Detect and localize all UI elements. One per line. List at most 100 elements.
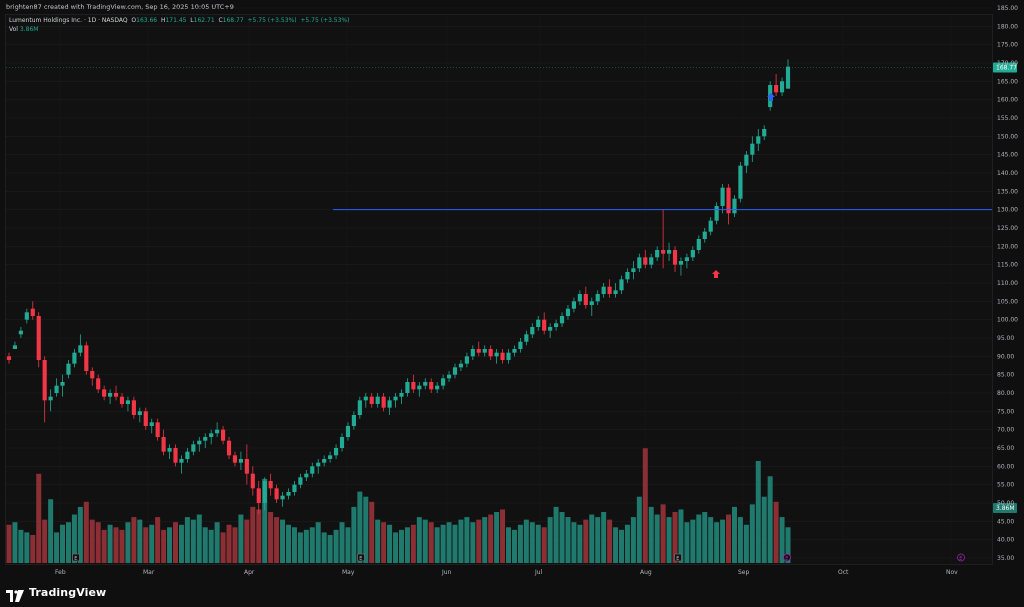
candle-body xyxy=(18,330,23,335)
volume-bar xyxy=(720,519,726,563)
candle-body xyxy=(351,415,356,426)
candle-body xyxy=(369,396,374,404)
candle-body xyxy=(411,382,416,390)
candle-body xyxy=(429,382,434,390)
symbol-name: Lumentum Holdings Inc. · 1D · NASDAQ xyxy=(9,17,128,24)
volume-bar xyxy=(654,514,660,563)
candle-body xyxy=(714,206,719,221)
candle-body xyxy=(678,261,684,265)
close-value: 168.77 xyxy=(222,17,244,24)
tradingview-logo[interactable]: TradingView xyxy=(6,586,107,602)
candle-body xyxy=(357,400,362,415)
price-tick-label: 115.00 xyxy=(997,262,1018,269)
volume-bar xyxy=(393,532,399,563)
candle-body xyxy=(345,426,351,437)
candle-body xyxy=(36,316,41,360)
candle-body xyxy=(619,279,624,291)
volume-bar xyxy=(785,527,791,563)
candle-body xyxy=(518,341,523,349)
volume-bar xyxy=(565,517,571,563)
last-price-label: 168.77 xyxy=(996,65,1017,72)
chart-pane[interactable] xyxy=(5,14,993,565)
up-arrow-icon xyxy=(712,270,720,278)
candle-body xyxy=(310,466,315,474)
candle-body xyxy=(72,352,77,364)
candle-body xyxy=(48,396,53,401)
volume-bar xyxy=(755,461,761,563)
candle-body xyxy=(661,250,666,254)
change-value-2: +5.75 (+3.53%) xyxy=(300,17,350,24)
event-marker-icon xyxy=(72,553,80,562)
candle-body xyxy=(197,440,202,445)
candle-body xyxy=(113,393,119,397)
candle-body xyxy=(232,455,238,463)
volume-bar xyxy=(48,499,54,563)
candle-body xyxy=(179,459,184,463)
price-tick-label: 130.00 xyxy=(997,207,1018,214)
volume-bar xyxy=(167,527,173,563)
volume-bar xyxy=(482,517,488,563)
open-value: 163.66 xyxy=(136,17,158,24)
volume-bar xyxy=(541,527,547,563)
volume-bar xyxy=(642,448,648,563)
candle-body xyxy=(738,165,743,199)
price-tick-label: 75.00 xyxy=(997,408,1014,415)
candles xyxy=(6,59,791,514)
candle-body xyxy=(435,385,440,390)
volume-bar xyxy=(77,506,83,563)
volume-bar xyxy=(149,524,155,563)
low-value: 162.71 xyxy=(193,17,215,24)
candle-body xyxy=(785,66,791,89)
candle-body xyxy=(530,327,535,335)
price-tick-label: 40.00 xyxy=(997,537,1014,544)
price-tick-label: 170.00 xyxy=(997,60,1018,67)
volume-bar xyxy=(767,476,773,563)
volume-legend: Vol 3.86M xyxy=(9,26,38,33)
volume-bar xyxy=(678,509,684,563)
candle-body xyxy=(577,294,582,302)
volume-bar xyxy=(577,524,583,563)
candle-body xyxy=(262,481,267,503)
price-tick-label: 95.00 xyxy=(997,335,1014,342)
volume-bar xyxy=(523,519,529,563)
volume-bar xyxy=(190,519,196,563)
price-tick-label: 85.00 xyxy=(997,372,1014,379)
candle-body xyxy=(524,334,529,342)
volume-label: Vol xyxy=(9,26,18,33)
volume-bar xyxy=(54,532,60,563)
volume-bar xyxy=(333,529,339,563)
candle-body xyxy=(458,363,464,368)
tradingview-wordmark: TradingView xyxy=(29,586,107,599)
price-tick-label: 105.00 xyxy=(997,298,1018,305)
volume-bar xyxy=(618,529,624,563)
candle-body xyxy=(720,187,725,206)
price-tick-label: 110.00 xyxy=(997,280,1018,287)
candle-body xyxy=(244,459,249,474)
candle-body xyxy=(280,495,285,500)
volume-bar xyxy=(714,522,720,563)
price-tick-label: 155.00 xyxy=(997,115,1018,122)
candle-body xyxy=(143,411,148,426)
candle-body xyxy=(684,257,689,261)
candle-body xyxy=(363,396,368,401)
volume-bar xyxy=(488,514,494,563)
candle-body xyxy=(328,455,333,459)
volume-bar xyxy=(601,512,607,563)
volume-bar xyxy=(470,522,476,563)
candle-body xyxy=(137,411,142,415)
volume-bar xyxy=(173,522,179,563)
volume-bar xyxy=(369,501,375,563)
event-marker-label: E xyxy=(785,556,788,562)
candle-body xyxy=(464,356,469,364)
volume-bar xyxy=(410,524,416,563)
candle-body xyxy=(708,220,713,232)
candle-body xyxy=(203,437,208,441)
candle-body xyxy=(779,81,785,93)
volume-bar xyxy=(660,504,666,563)
grid-lines xyxy=(6,7,992,564)
price-tick-label: 125.00 xyxy=(997,225,1018,232)
price-tick-label: 90.00 xyxy=(997,353,1014,360)
price-chart[interactable]: 168.77 3.86M 185.00 180.00 175.00 170.00 165.… xyxy=(0,0,1024,577)
candle-body xyxy=(417,385,422,390)
candle-body xyxy=(250,473,255,489)
